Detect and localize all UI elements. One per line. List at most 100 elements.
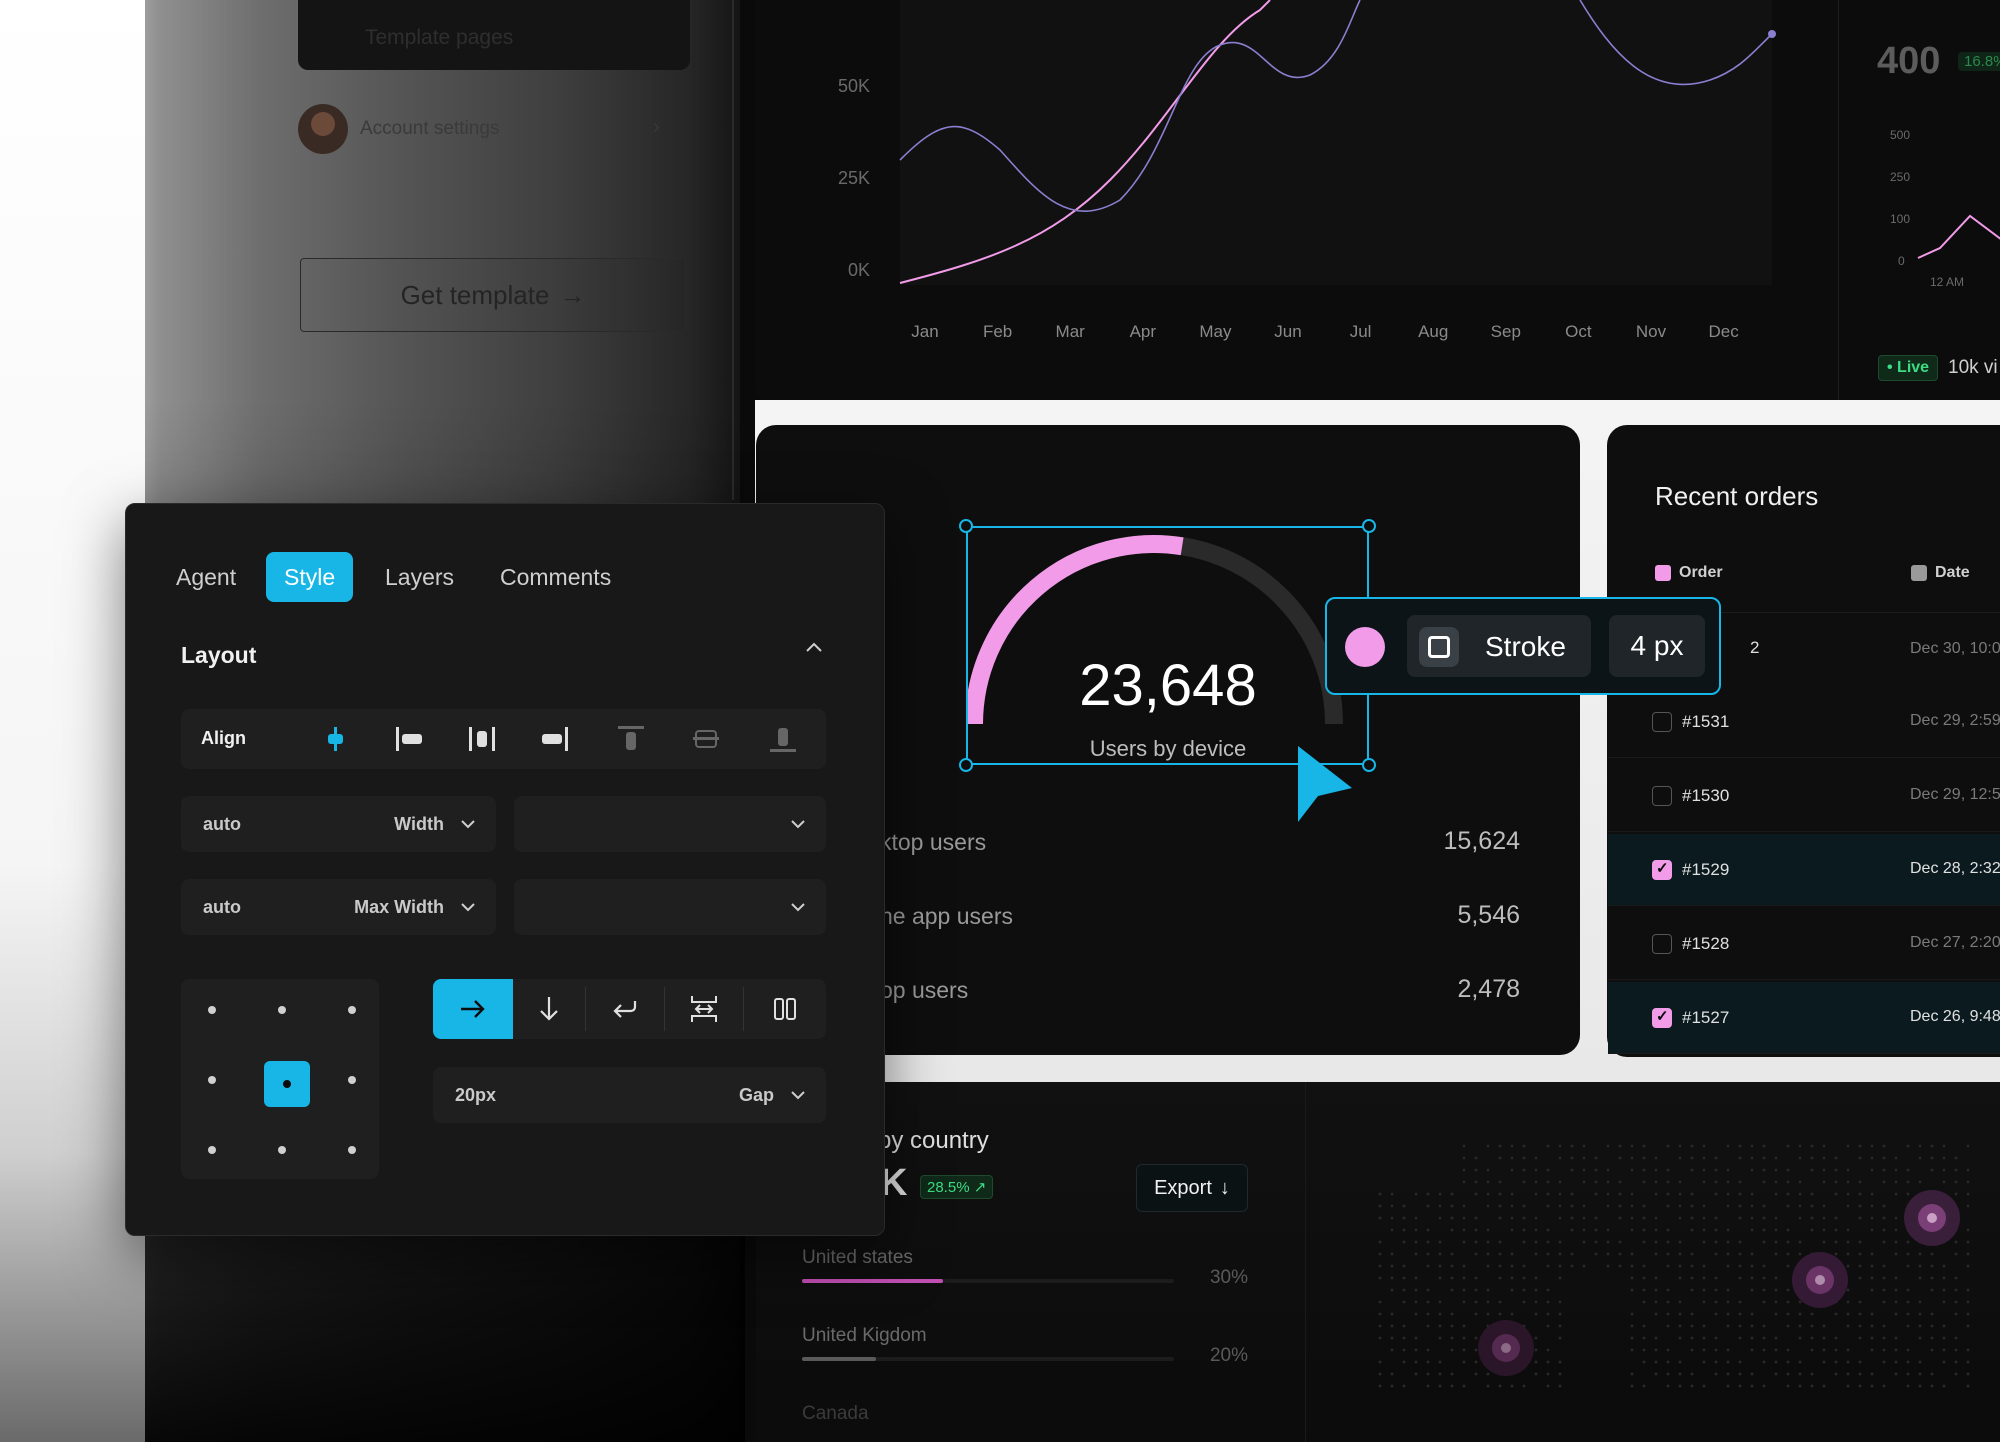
mini-series-line (1917, 214, 2000, 259)
device-row-label: ne app users (880, 903, 1013, 929)
position-center-active[interactable] (264, 1061, 310, 1107)
position-middle-right[interactable] (348, 1076, 356, 1084)
position-top-center[interactable] (278, 1006, 286, 1014)
position-bottom-center[interactable] (278, 1146, 286, 1154)
align-center-horizontal-icon[interactable] (317, 723, 353, 755)
country-progress-fill (802, 1279, 944, 1283)
align-left-icon[interactable] (391, 723, 427, 755)
position-bottom-right[interactable] (348, 1146, 356, 1154)
selection-handle-top-right[interactable] (1362, 519, 1376, 533)
direction-column-button[interactable] (513, 979, 585, 1039)
mini-tick-500: 500 (1890, 128, 1910, 142)
align-center-icon[interactable] (464, 723, 500, 755)
align-top-icon[interactable] (613, 723, 649, 755)
device-row-label: ktop users (880, 829, 987, 855)
device-gauge (966, 535, 1343, 725)
row-checkbox[interactable] (1652, 934, 1672, 954)
x-tick-label: Feb (983, 322, 1012, 341)
country-growth-badge: 28.5% ↗ (920, 1175, 994, 1199)
chevron-up-icon[interactable] (802, 636, 826, 660)
table-row[interactable]: #1531 Dec 29, 2:59 (1608, 686, 2000, 758)
chevron-down-icon[interactable] (458, 814, 478, 834)
date-column-label: Date (1935, 564, 1970, 581)
row-checkbox[interactable] (1652, 786, 1672, 806)
country-percentage: 20% (1209, 1345, 1248, 1366)
get-template-label: Get template (400, 279, 550, 310)
columns-button[interactable] (744, 979, 826, 1039)
calendar-icon (1911, 565, 1927, 581)
max-width-label: Max Width (354, 897, 444, 917)
tab-comments[interactable]: Comments (500, 563, 612, 590)
y-tick-label: 0K (848, 260, 870, 280)
chevron-down-icon[interactable] (788, 897, 808, 917)
revenue-line-chart: 50K 25K 0K Jan Feb Mar Apr May Jun Jul Aug Sep Oct N… (838, 0, 1776, 341)
mini-stats-value: 400 (1877, 40, 1941, 82)
stroke-color-swatch[interactable] (1345, 627, 1385, 667)
arrow-right-icon: → (559, 279, 586, 310)
selection-box[interactable] (966, 526, 1369, 765)
arrow-down-icon: ↓ (1219, 1176, 1230, 1199)
chevron-down-icon[interactable] (788, 1085, 808, 1105)
country-card-title: by country (878, 1127, 989, 1154)
get-template-button[interactable]: Get template → (300, 258, 686, 332)
table-row[interactable]: #1530 Dec 29, 12:5 (1608, 760, 2000, 832)
position-bottom-left[interactable] (208, 1146, 216, 1154)
wrap-button[interactable] (586, 979, 664, 1039)
table-row[interactable]: #1528 Dec 27, 2:20 (1608, 908, 2000, 980)
gauge-value: 23,648 (1079, 653, 1257, 718)
layout-section-title: Layout (181, 642, 257, 668)
order-column-header[interactable]: Order (1655, 564, 1723, 582)
x-tick-label: Oct (1565, 322, 1592, 341)
position-grid (181, 979, 379, 1179)
x-tick-label: May (1199, 322, 1232, 341)
row-checkbox-checked[interactable]: ✓ (1652, 860, 1672, 880)
export-button[interactable]: Export ↓ (1136, 1164, 1248, 1212)
check-icon: ✓ (1656, 860, 1669, 877)
tab-layers[interactable]: Layers (385, 563, 455, 590)
tab-agent[interactable]: Agent (176, 563, 237, 590)
country-progress-track (802, 1357, 1174, 1361)
position-middle-left[interactable] (208, 1076, 216, 1084)
direction-row-button[interactable] (433, 979, 513, 1039)
max-width-value: auto (203, 897, 241, 917)
chevron-down-icon[interactable] (458, 897, 478, 917)
date-column-header[interactable]: Date (1911, 564, 1970, 582)
align-right-icon[interactable] (537, 723, 573, 755)
stroke-toggle-button[interactable]: Stroke (1407, 615, 1591, 677)
width-unit-dropdown[interactable] (514, 796, 826, 852)
selection-handle-bottom-right[interactable] (1362, 758, 1376, 772)
selection-handle-top-left[interactable] (959, 519, 973, 533)
stroke-width-input[interactable]: 4 px (1609, 615, 1705, 677)
stroke-label: Stroke (1485, 631, 1566, 662)
space-between-button[interactable] (665, 979, 743, 1039)
row-checkbox-checked[interactable]: ✓ (1652, 1008, 1672, 1028)
device-row-value: 15,624 (1443, 827, 1520, 855)
account-settings-row[interactable]: Account settings › (298, 104, 668, 156)
order-id: #1528 (1682, 934, 1730, 953)
gap-field[interactable]: 20px Gap (433, 1067, 826, 1123)
mini-stats-divider (1838, 0, 1839, 400)
align-middle-icon[interactable] (688, 723, 724, 755)
x-tick-label: Jan (911, 322, 938, 341)
wrap-icon (613, 1001, 637, 1018)
export-label: Export (1154, 1176, 1212, 1199)
align-bottom-icon[interactable] (765, 723, 801, 755)
template-pages-card[interactable] (298, 0, 690, 70)
max-width-unit-dropdown[interactable] (514, 879, 826, 935)
table-row-selected[interactable]: ✓ #1529 Dec 28, 2:32 (1608, 834, 2000, 906)
position-top-right[interactable] (348, 1006, 356, 1014)
table-row-selected[interactable]: ✓ #1527 Dec 26, 9:48 (1608, 982, 2000, 1054)
row-checkbox[interactable] (1652, 712, 1672, 732)
width-field[interactable]: auto Width (181, 796, 496, 852)
selection-handle-bottom-left[interactable] (959, 758, 973, 772)
position-top-left[interactable] (208, 1006, 216, 1014)
order-column-icon (1655, 565, 1671, 581)
order-date: Dec 26, 9:48 (1910, 1008, 2000, 1025)
chevron-down-icon[interactable] (788, 814, 808, 834)
width-value: auto (203, 814, 241, 834)
account-settings-label: Account settings (360, 118, 500, 139)
max-width-field[interactable]: auto Max Width (181, 879, 496, 935)
x-tick-label: Sep (1491, 322, 1521, 341)
tab-style[interactable]: Style (266, 552, 354, 602)
recent-orders-card (1607, 425, 2000, 1057)
